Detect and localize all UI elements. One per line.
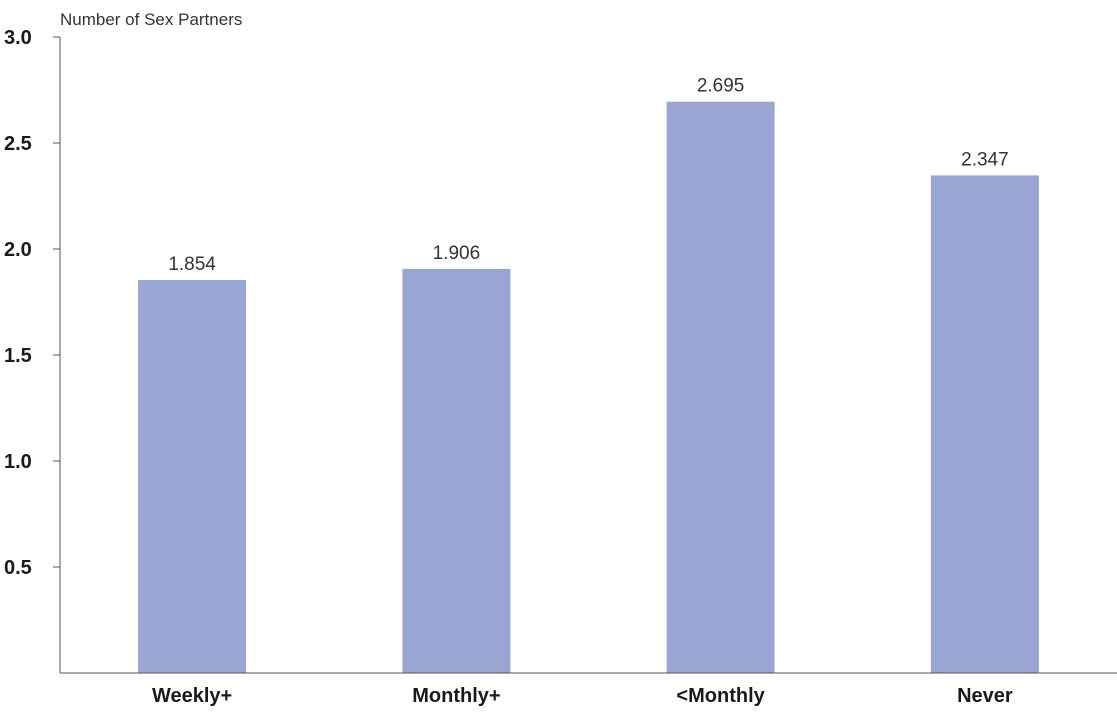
bar-monthly xyxy=(402,268,511,673)
data-label: 2.695 xyxy=(697,76,745,97)
data-label: 1.906 xyxy=(433,243,481,264)
bar-monthly xyxy=(666,101,775,673)
y-tick-label: 3.0 xyxy=(4,27,32,49)
x-tick-label: Weekly+ xyxy=(152,685,232,707)
x-tick-label: Monthly+ xyxy=(412,685,500,707)
y-axis-label: Number of Sex Partners xyxy=(60,10,242,29)
y-tick-label: 2.0 xyxy=(4,239,32,261)
value-labels-group: 1.854 1.906 2.695 2.347 xyxy=(168,76,1008,275)
bar-weekly xyxy=(138,280,247,673)
x-tick-label: <Monthly xyxy=(676,685,765,707)
data-label: 1.854 xyxy=(168,254,216,275)
y-tick-label: 0.5 xyxy=(4,557,32,579)
bar-never xyxy=(930,175,1039,673)
y-tick-label: 1.0 xyxy=(4,451,32,473)
y-ticks-group: 0.5 1.0 1.5 2.0 2.5 3.0 xyxy=(4,27,60,579)
bars-group xyxy=(138,101,1039,673)
x-ticks-group: Weekly+ Monthly+ <Monthly Never xyxy=(152,685,1013,707)
y-tick-label: 2.5 xyxy=(4,133,32,155)
data-label: 2.347 xyxy=(961,149,1009,170)
x-tick-label: Never xyxy=(957,685,1013,707)
y-tick-label: 1.5 xyxy=(4,345,32,367)
